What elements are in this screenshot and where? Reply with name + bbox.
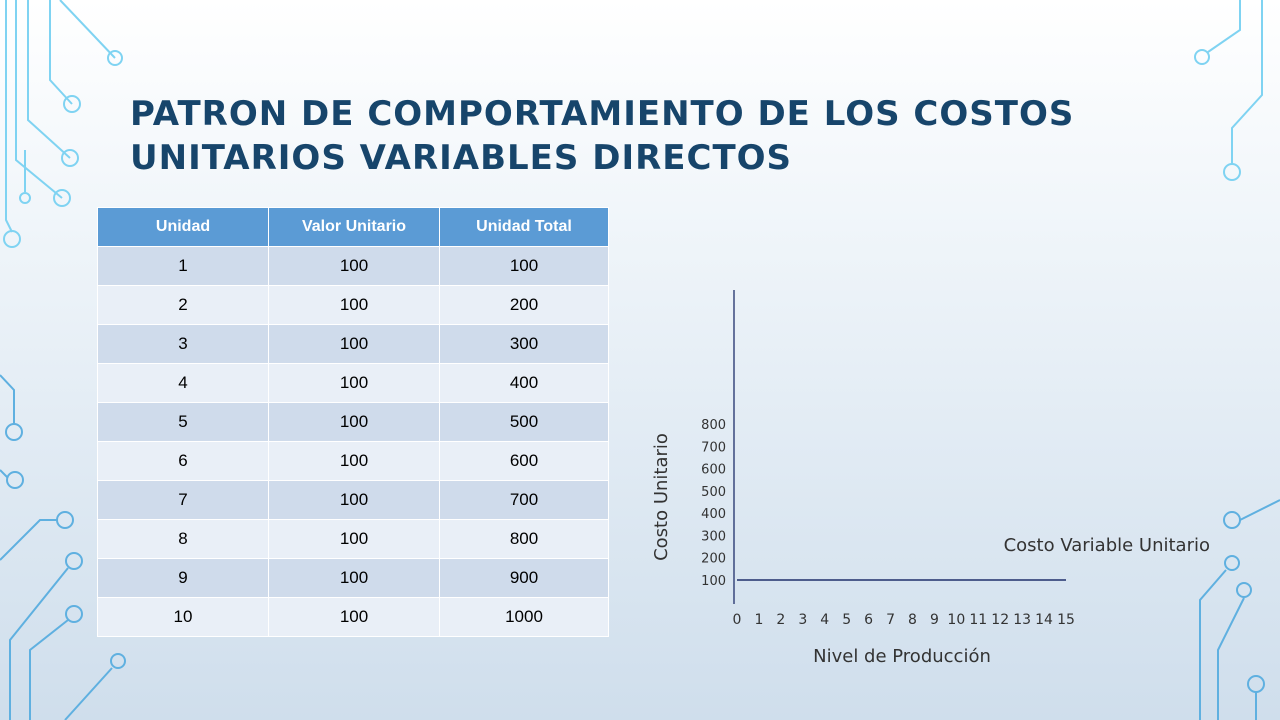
x-tick-label: 2 <box>776 612 785 628</box>
y-tick-label: 700 <box>701 440 726 455</box>
x-tick-label: 13 <box>1013 612 1031 628</box>
x-tick-label: 5 <box>842 612 851 628</box>
x-tick-label: 10 <box>947 612 965 628</box>
y-tick-label: 800 <box>701 418 726 433</box>
cell-valor-unitario: 100 <box>268 402 440 442</box>
cell-unidad-total: 1000 <box>439 597 609 637</box>
x-tick-label: 7 <box>886 612 895 628</box>
cell-valor-unitario: 100 <box>268 285 440 325</box>
table-row: 5 100 500 <box>97 402 609 442</box>
cell-unidad: 1 <box>97 246 269 286</box>
slide-title: PATRON DE COMPORTAMIENTO DE LOS COSTOS U… <box>130 94 1075 178</box>
series-label: Costo Variable Unitario <box>1004 535 1210 556</box>
cell-unidad: 9 <box>97 558 269 598</box>
y-tick-label: 500 <box>701 485 726 500</box>
x-tick-label: 15 <box>1057 612 1075 628</box>
y-tick-label: 600 <box>701 463 726 478</box>
cell-valor-unitario: 100 <box>268 480 440 520</box>
cell-valor-unitario: 100 <box>268 558 440 598</box>
table-row: 1 100 100 <box>97 246 609 286</box>
y-tick-label: 400 <box>701 507 726 522</box>
header-unidad-total: Unidad Total <box>439 207 609 247</box>
cell-unidad: 8 <box>97 519 269 559</box>
x-tick-label: 12 <box>991 612 1009 628</box>
cell-valor-unitario: 100 <box>268 363 440 403</box>
cell-unidad-total: 500 <box>439 402 609 442</box>
x-tick-label: 14 <box>1035 612 1053 628</box>
header-unidad: Unidad <box>97 207 269 247</box>
table-row: 4 100 400 <box>97 363 609 403</box>
cell-unidad: 5 <box>97 402 269 442</box>
cell-unidad: 6 <box>97 441 269 481</box>
x-tick-labels: 0 1 2 3 4 5 6 7 8 9 10 11 12 13 14 15 <box>733 612 1075 628</box>
cell-unidad-total: 200 <box>439 285 609 325</box>
y-tick-label: 100 <box>701 574 726 589</box>
table-row: 8 100 800 <box>97 519 609 559</box>
cell-unidad-total: 900 <box>439 558 609 598</box>
cell-unidad: 10 <box>97 597 269 637</box>
cell-unidad-total: 300 <box>439 324 609 364</box>
x-tick-label: 3 <box>798 612 807 628</box>
table-row: 10 100 1000 <box>97 597 609 637</box>
x-tick-label: 11 <box>969 612 987 628</box>
x-tick-label: 1 <box>754 612 763 628</box>
cell-unidad-total: 400 <box>439 363 609 403</box>
cell-unidad: 7 <box>97 480 269 520</box>
cell-valor-unitario: 100 <box>268 519 440 559</box>
x-tick-label: 4 <box>820 612 829 628</box>
cell-valor-unitario: 100 <box>268 246 440 286</box>
x-axis-label: Nivel de Producción <box>813 646 991 667</box>
x-tick-label: 9 <box>930 612 939 628</box>
cell-unidad-total: 100 <box>439 246 609 286</box>
table-row: 9 100 900 <box>97 558 609 598</box>
y-axis-label: Costo Unitario <box>651 433 672 561</box>
x-tick-label: 8 <box>908 612 917 628</box>
cell-unidad: 4 <box>97 363 269 403</box>
y-tick-label: 300 <box>701 529 726 544</box>
table-row: 7 100 700 <box>97 480 609 520</box>
x-tick-label: 0 <box>733 612 742 628</box>
cell-valor-unitario: 100 <box>268 597 440 637</box>
table-header-row: Unidad Valor Unitario Unidad Total <box>97 207 609 247</box>
cell-unidad: 3 <box>97 324 269 364</box>
cell-unidad-total: 800 <box>439 519 609 559</box>
cell-unidad-total: 700 <box>439 480 609 520</box>
table-row: 2 100 200 <box>97 285 609 325</box>
y-tick-labels: 100 200 300 400 500 600 700 800 <box>701 418 726 589</box>
cost-table: Unidad Valor Unitario Unidad Total 1 100… <box>97 207 609 637</box>
cell-unidad-total: 600 <box>439 441 609 481</box>
header-valor-unitario: Valor Unitario <box>268 207 440 247</box>
y-tick-label: 200 <box>701 552 726 567</box>
x-tick-label: 6 <box>864 612 873 628</box>
